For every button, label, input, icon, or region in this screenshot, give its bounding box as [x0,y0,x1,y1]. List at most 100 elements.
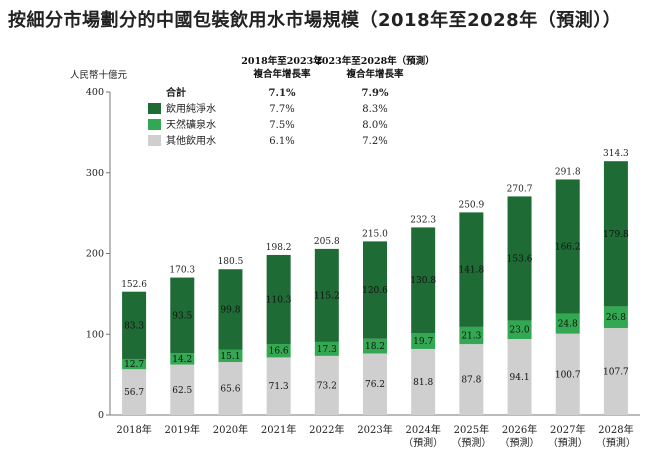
bar-segment [218,349,243,363]
total-value-label: 152.6 [121,280,147,290]
x-tick-label: （預測） [548,436,588,449]
x-tick-label: 2024年 [405,423,440,436]
bar-segment [555,313,580,334]
segment-value-label: 15.1 [220,352,240,362]
x-tick-label: 2027年 [550,423,585,436]
legend-col1-header: 複合年增長率 [252,68,311,80]
segment-value-label: 120.6 [362,286,388,296]
bar-segment [170,364,195,415]
y-tick-label: 300 [86,168,104,179]
legend-cagr-2023-2028: 8.3% [362,104,387,115]
segment-value-label: 93.5 [172,311,192,321]
legend-series-name: 飲用純淨水 [166,102,216,115]
segment-value-label: 83.3 [124,321,144,331]
segment-value-label: 26.8 [606,313,626,323]
bar-segment [266,254,291,345]
bar-segment [507,196,532,321]
bar-segment [507,320,532,340]
segment-value-label: 100.7 [555,370,581,380]
total-value-label: 170.3 [169,265,195,275]
segment-value-label: 12.7 [124,360,144,370]
x-tick-label: 2028年 [598,423,633,436]
segment-value-label: 73.2 [317,381,337,391]
legend-series-name: 其他飲用水 [166,134,216,147]
bar-segment [363,338,387,354]
x-tick-label: 2021年 [261,423,296,436]
legend-cagr-2018-2023: 7.5% [269,120,294,131]
x-tick-label: 2025年 [454,423,489,436]
x-tick-label: 2019年 [165,423,200,436]
segment-value-label: 24.8 [558,320,578,330]
y-tick-label: 100 [86,329,104,340]
segment-value-label: 56.7 [124,388,144,398]
total-value-label: 250.9 [458,200,484,210]
segment-value-label: 71.3 [269,382,289,392]
bar-segment [555,333,580,415]
legend-cagr-2023-2028: 7.2% [362,136,387,147]
bar-segment [459,344,484,415]
total-value-label: 215.0 [362,229,388,239]
segment-value-label: 23.0 [510,326,530,336]
bar-segment [411,348,436,415]
segment-value-label: 76.2 [365,380,385,390]
legend-cagr-2018-2023: 7.7% [269,104,294,115]
bar-segment [218,362,243,415]
bar-segment [266,357,291,415]
total-value-label: 270.7 [507,184,533,194]
bar-segment [122,291,147,359]
segment-value-label: 16.6 [269,347,289,357]
segment-value-label: 115.2 [314,291,340,301]
y-axis-label: 人民幣十億元 [70,69,128,81]
x-tick-label: （預測） [403,436,443,449]
bar-segment [266,344,291,358]
segment-value-label: 153.6 [507,254,533,264]
segment-value-label: 21.3 [461,332,481,342]
total-value-label: 314.3 [603,149,629,159]
bar-segment [411,333,436,349]
bar-segment [170,277,195,354]
bar-segment [363,241,387,339]
bar-segment [459,326,484,345]
x-tick-label: （預測） [500,436,540,449]
legend-swatch [148,103,161,114]
legend-swatch [148,119,161,130]
legend-col2-header: 2023年至2028年（預測） [315,55,434,67]
segment-value-label: 62.5 [172,386,192,396]
segment-value-label: 94.1 [510,373,530,383]
page-title: 按細分市場劃分的中國包裝飲用水市場規模（2018年至2028年（預測）） [8,10,622,31]
x-tick-label: 2022年 [309,423,344,436]
bar-segment [363,353,387,415]
x-tick-label: （預測） [451,436,491,449]
bar-segment [555,179,580,314]
segment-value-label: 107.7 [603,368,629,378]
bar-segment [122,358,147,370]
segment-value-label: 130.8 [410,276,436,286]
total-value-label: 291.8 [555,167,581,177]
legend-cagr-2023-2028: 7.9% [362,88,389,99]
bar-segment [411,227,436,334]
segment-value-label: 18.2 [365,342,385,352]
y-tick-label: 400 [86,87,104,98]
legend-col2-header: 複合年增長率 [345,68,404,80]
bar-segment [314,341,339,356]
segment-value-label: 166.2 [555,243,581,253]
legend-series-name: 天然礦泉水 [166,118,216,131]
legend-col1-header: 2018年至2023年 [241,55,323,67]
legend-series-name: 合計 [165,86,186,99]
total-value-label: 232.3 [410,215,436,225]
x-tick-label: 2026年 [502,423,537,436]
legend-cagr-2023-2028: 8.0% [362,120,387,131]
bar-segment [507,339,532,415]
bar-segment [603,306,628,329]
segment-value-label: 81.8 [413,378,433,388]
x-tick-label: （預測） [596,436,636,449]
segment-value-label: 14.2 [172,355,192,365]
segment-value-label: 19.7 [413,337,433,347]
segment-value-label: 99.8 [220,306,240,316]
total-value-label: 205.8 [314,237,340,247]
legend-swatch [148,135,161,146]
segment-value-label: 87.8 [461,376,481,386]
x-axis-labels: 2018年 2019年 2020年 2021年 2022年 2023年 2024年（預測）2… [116,423,636,449]
legend: 2018年至2023年複合年增長率2023年至2028年（預測）複合年增長率合計… [148,55,435,147]
